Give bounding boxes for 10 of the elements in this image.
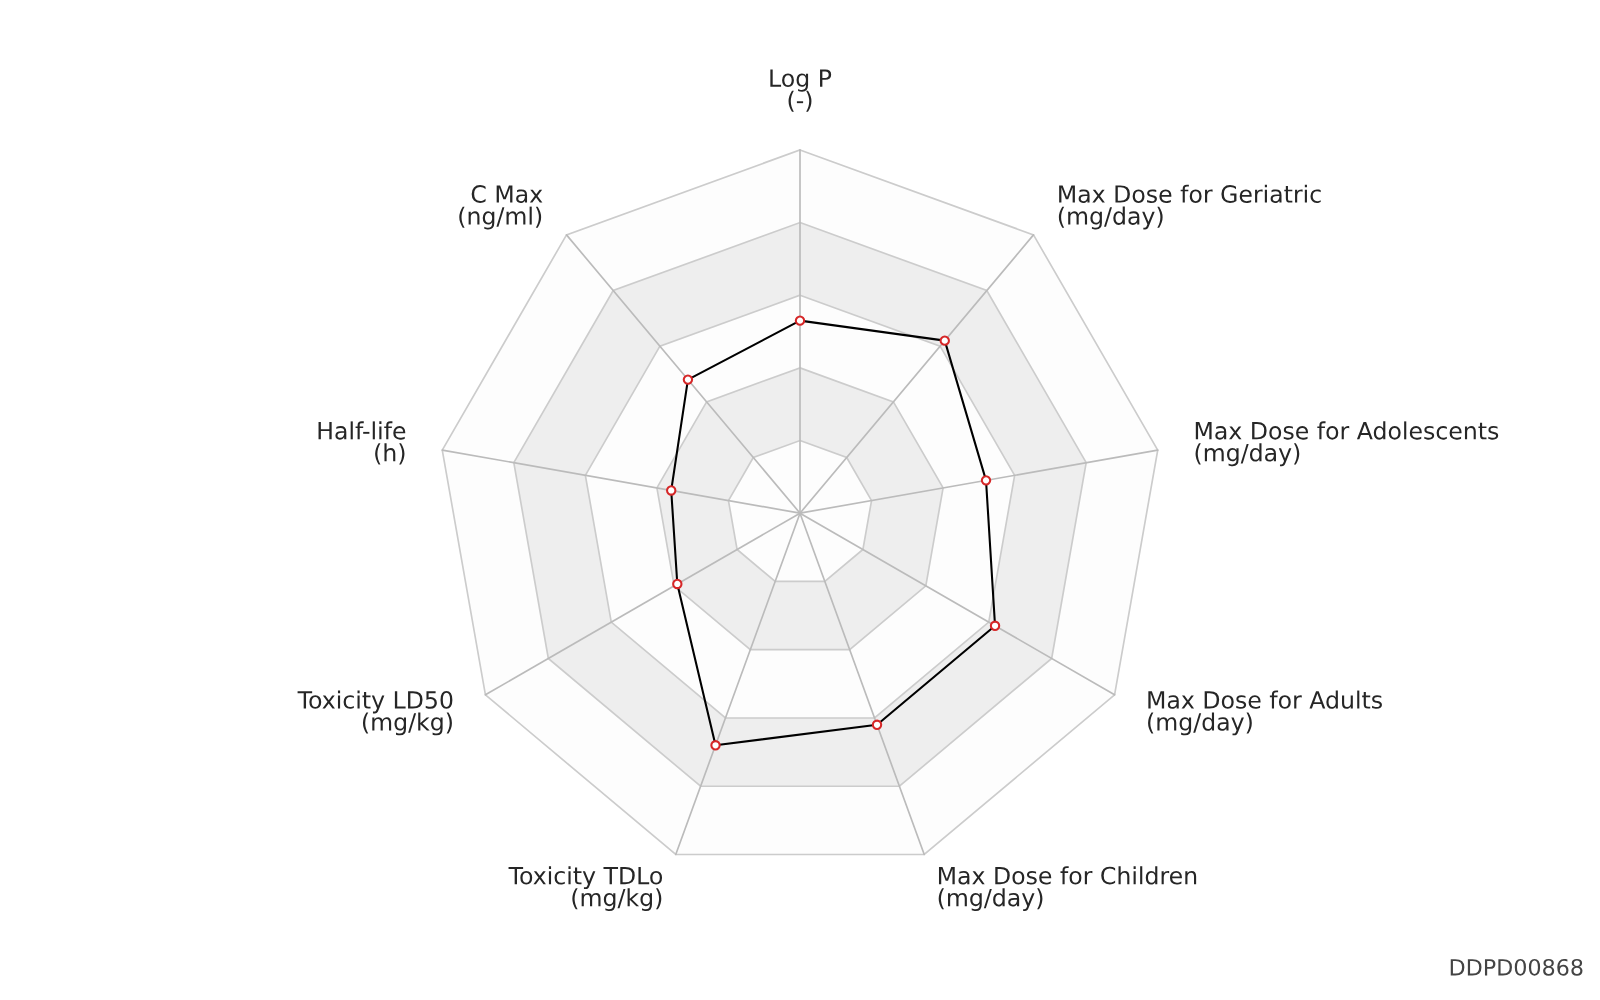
spoke-label: Max Dose for Geriatric (mg/day) — [1058, 184, 1321, 230]
spoke-label: Max Dose for Children (mg/day) — [938, 866, 1197, 912]
spoke-label: Toxicity LD50 (mg/kg) — [297, 690, 453, 736]
spoke-label: Toxicity TDLo (mg/kg) — [508, 866, 663, 912]
text: DDPD00868 — [1450, 958, 1583, 976]
spoke-label: Max Dose for Adults (mg/day) — [1148, 690, 1382, 736]
spoke-label: Log P (-) — [770, 69, 832, 112]
spoke-label: C Max (ng/ml) — [459, 185, 543, 230]
spoke-label: Max Dose for Adolescents (mg/day) — [1195, 421, 1499, 467]
spoke-label: Half-life (h) — [318, 421, 406, 465]
